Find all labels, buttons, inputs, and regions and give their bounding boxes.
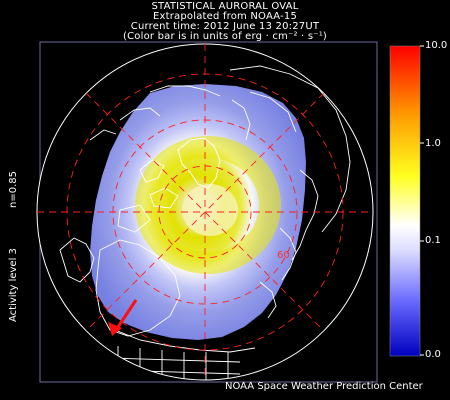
oval-core xyxy=(182,184,238,236)
title-line-1: STATISTICAL AURORAL OVAL xyxy=(151,1,299,12)
colorbar-tick-1: 1.0 xyxy=(425,138,441,149)
activity-level-label: Activity level 3 xyxy=(8,248,19,322)
title-line-4: (Color bar is in units of erg · cm⁻² · s… xyxy=(122,31,328,42)
colorbar-ticks xyxy=(420,45,424,356)
coastlines xyxy=(59,65,351,380)
sun-direction-arrow xyxy=(108,299,138,336)
title-line-2: Extrapolated from NOAA-15 xyxy=(152,11,298,22)
title-line-3: Current time: 2012 June 13 20:27UT xyxy=(130,21,320,32)
colorbar-tick-0: 0.0 xyxy=(425,349,441,360)
latitude-label-60: 60 xyxy=(277,250,290,261)
credit-text: NOAA Space Weather Prediction Center xyxy=(225,381,423,392)
latlon-grid xyxy=(37,44,373,380)
n-value-label: n=0.85 xyxy=(8,171,19,208)
colorbar-tick-0-1: 0.1 xyxy=(425,235,441,246)
colorbar xyxy=(389,45,421,357)
oval-ring xyxy=(135,136,281,274)
colorbar-tick-10: 10.0 xyxy=(425,40,448,51)
